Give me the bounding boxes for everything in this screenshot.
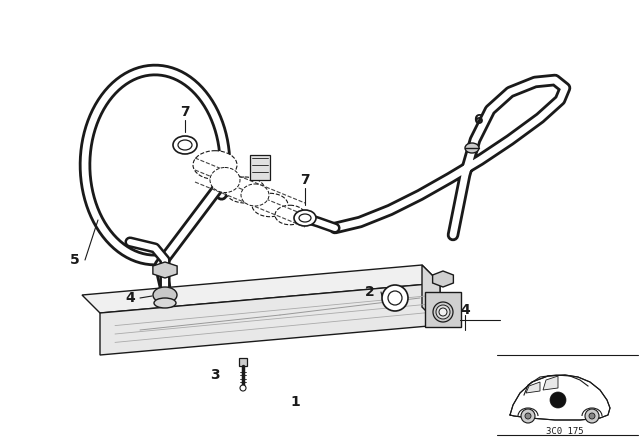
Circle shape xyxy=(589,413,595,419)
Text: 7: 7 xyxy=(300,173,310,187)
Polygon shape xyxy=(422,265,440,325)
Circle shape xyxy=(382,285,408,311)
Polygon shape xyxy=(100,283,440,355)
Ellipse shape xyxy=(210,168,240,193)
Bar xyxy=(239,358,247,366)
Text: 4: 4 xyxy=(460,303,470,317)
Ellipse shape xyxy=(294,210,316,226)
Ellipse shape xyxy=(252,193,288,217)
Text: 1: 1 xyxy=(290,395,300,409)
Circle shape xyxy=(240,385,246,391)
Polygon shape xyxy=(425,292,461,327)
Text: 7: 7 xyxy=(180,105,190,119)
Ellipse shape xyxy=(299,214,311,222)
Circle shape xyxy=(521,409,535,423)
Polygon shape xyxy=(250,155,270,180)
Ellipse shape xyxy=(225,177,265,203)
Circle shape xyxy=(388,291,402,305)
Polygon shape xyxy=(543,376,558,390)
Polygon shape xyxy=(82,265,440,313)
Text: 3C0 175: 3C0 175 xyxy=(546,427,584,436)
Ellipse shape xyxy=(193,151,237,179)
Circle shape xyxy=(436,305,450,319)
Ellipse shape xyxy=(275,205,305,225)
Circle shape xyxy=(439,308,447,316)
Text: 3: 3 xyxy=(210,368,220,382)
Text: 5: 5 xyxy=(70,253,80,267)
Polygon shape xyxy=(153,262,177,278)
Polygon shape xyxy=(433,271,453,287)
Text: 6: 6 xyxy=(473,113,483,127)
Circle shape xyxy=(550,392,566,408)
Ellipse shape xyxy=(241,184,269,206)
Ellipse shape xyxy=(154,298,176,308)
Ellipse shape xyxy=(465,143,479,153)
Ellipse shape xyxy=(153,287,177,303)
Ellipse shape xyxy=(178,140,192,150)
Polygon shape xyxy=(526,382,540,393)
Circle shape xyxy=(585,409,599,423)
Text: 4: 4 xyxy=(125,291,135,305)
Polygon shape xyxy=(510,375,610,420)
Circle shape xyxy=(525,413,531,419)
Circle shape xyxy=(433,302,453,322)
Ellipse shape xyxy=(173,136,197,154)
Text: 2: 2 xyxy=(365,285,375,299)
